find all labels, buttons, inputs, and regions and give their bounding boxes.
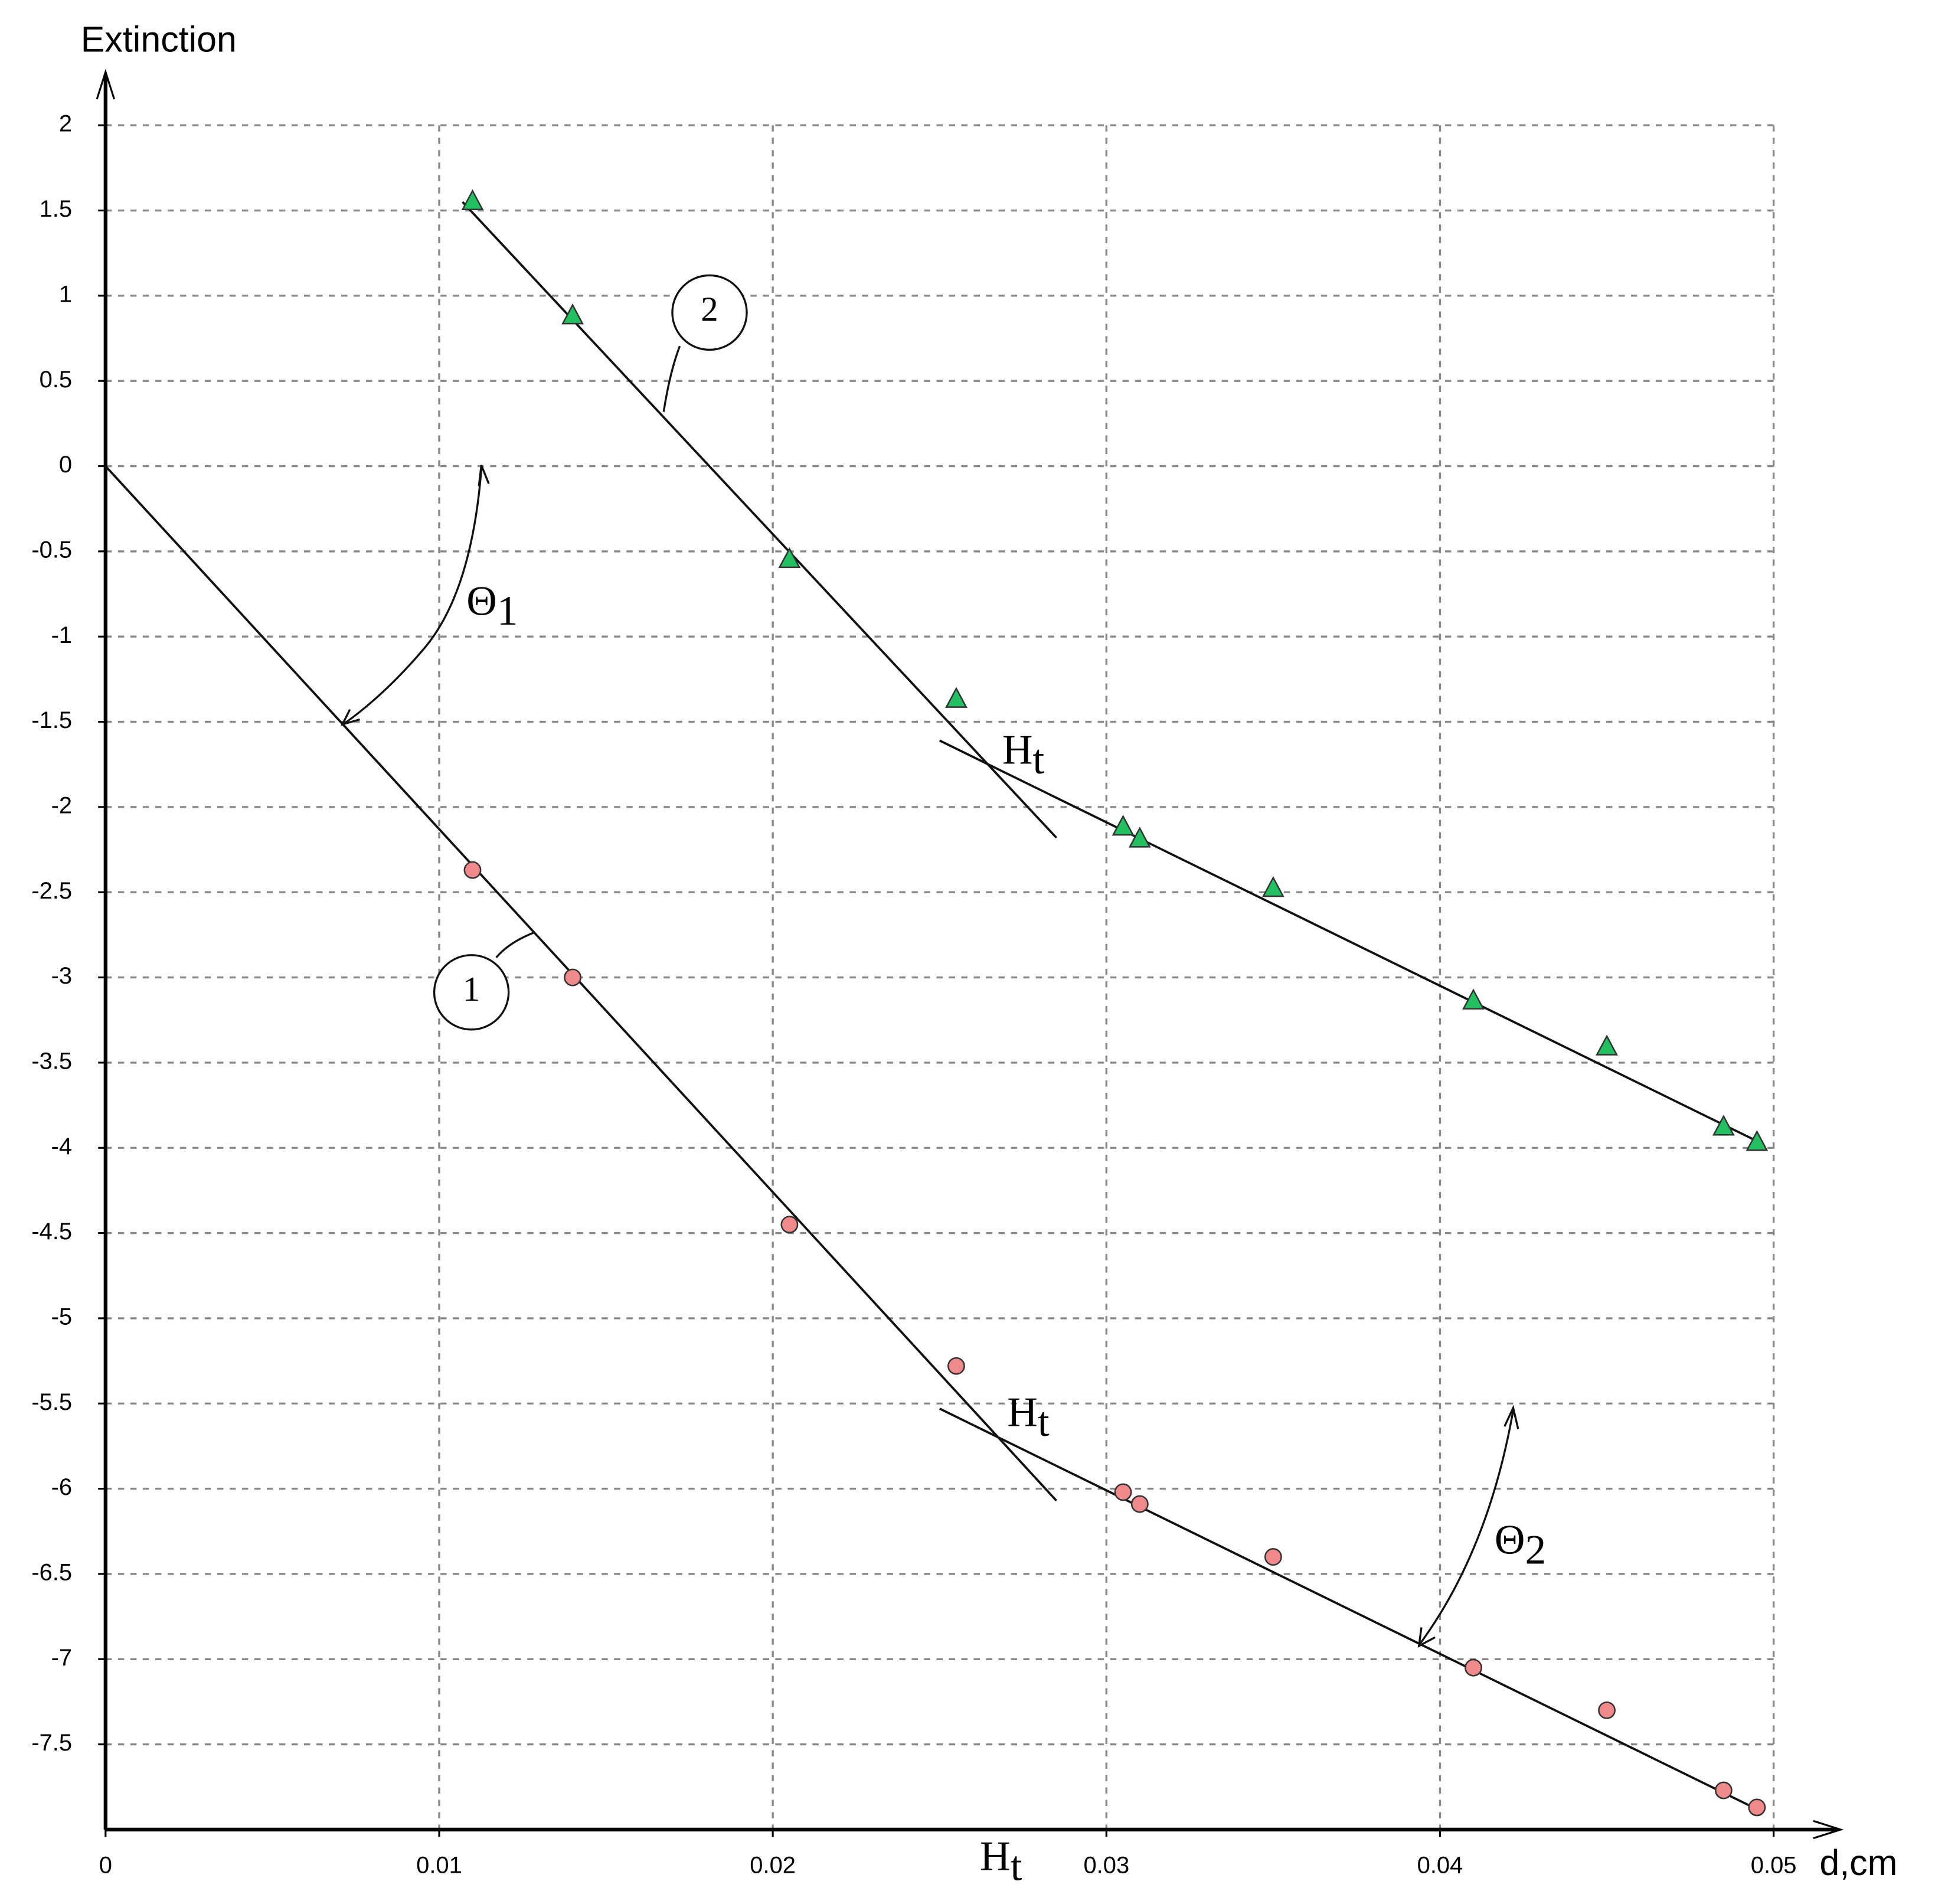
annotation: Ht <box>1007 1389 1050 1446</box>
data-point <box>1598 1701 1616 1719</box>
y-tick-label: 1 <box>59 281 72 307</box>
annotation-subscript: 1 <box>497 587 518 634</box>
leader <box>662 345 681 412</box>
annotation-text: H <box>1002 727 1033 773</box>
data-point <box>1746 1129 1769 1151</box>
x-tick-label: 0.02 <box>750 1853 796 1879</box>
angle-arrow <box>478 465 490 486</box>
y-tick-label: 0 <box>59 452 72 478</box>
y-tick-label: -2.5 <box>31 878 72 904</box>
x-tick-label: 0.04 <box>1417 1853 1463 1879</box>
y-tick-label: -6.5 <box>31 1559 72 1585</box>
annotation-text: Θ <box>1495 1517 1525 1563</box>
angle-arrow <box>1417 1627 1436 1648</box>
annotation: Ht <box>1002 727 1045 783</box>
annotation-text: H <box>980 1833 1011 1880</box>
y-tick-label: 2 <box>59 111 72 137</box>
y-axis-label: Extinction <box>81 19 237 60</box>
fit-line <box>104 465 1057 1502</box>
leader <box>495 932 534 959</box>
x-tick-label: 0.01 <box>416 1853 462 1879</box>
data-point <box>1748 1798 1766 1817</box>
fit-line <box>939 1407 1761 1812</box>
angle-arrow <box>1503 1405 1519 1429</box>
data-point <box>778 547 801 569</box>
y-tick-label: -5.5 <box>31 1389 72 1415</box>
data-point <box>1714 1781 1733 1800</box>
x-tick-label: 0.03 <box>1083 1853 1129 1879</box>
y-tick-label: -3.5 <box>31 1048 72 1074</box>
annotation: Θ1 <box>466 578 518 635</box>
x-axis-label: d,cm <box>1819 1843 1897 1883</box>
fit-line <box>939 739 1761 1144</box>
y-tick-label: -7 <box>51 1645 72 1671</box>
data-point <box>945 687 968 708</box>
data-point <box>1596 1034 1618 1056</box>
data-point <box>461 189 484 210</box>
label-circle <box>433 954 510 1031</box>
angle-arrow <box>344 469 483 724</box>
data-point <box>1465 1658 1482 1677</box>
data-point <box>561 303 584 325</box>
annotation: Θ2 <box>1495 1517 1546 1573</box>
y-tick-label: -3 <box>51 963 72 989</box>
data-point <box>947 1357 965 1375</box>
y-tick-label: -2 <box>51 792 72 818</box>
x-tick-label: 0 <box>99 1853 112 1879</box>
data-point <box>1130 1495 1149 1513</box>
y-tick-label: 1.5 <box>40 196 72 222</box>
x-tick-label: 0.05 <box>1751 1853 1797 1879</box>
annotation-text: H <box>1007 1389 1038 1436</box>
y-tick-label: -4 <box>51 1134 72 1160</box>
annotation-subscript: t <box>1032 737 1044 783</box>
annotation-text: 1 <box>463 969 480 1008</box>
annotation-text: 2 <box>701 290 718 328</box>
label-circle <box>671 274 748 351</box>
data-point <box>1712 1115 1735 1136</box>
data-point <box>1128 827 1151 848</box>
y-tick-label: 0.5 <box>40 367 72 393</box>
annotation-subscript: t <box>1011 1843 1022 1890</box>
annotation: 1 <box>463 969 480 1008</box>
y-tick-label: -7.5 <box>31 1730 72 1756</box>
data-point <box>1112 814 1135 836</box>
y-tick-label: -4.5 <box>31 1219 72 1245</box>
annotation-text: Θ <box>466 578 497 625</box>
data-point <box>780 1216 799 1234</box>
data-point <box>1264 1548 1282 1566</box>
angle-arrow <box>1419 1410 1515 1644</box>
angle-arrow <box>340 709 360 726</box>
y-tick-label: -5 <box>51 1304 72 1330</box>
y-tick-label: -0.5 <box>31 537 72 563</box>
fit-line <box>462 201 1057 839</box>
data-point <box>463 861 482 879</box>
annotation-subscript: t <box>1038 1399 1050 1446</box>
data-point <box>1114 1483 1132 1501</box>
y-tick-label: -1.5 <box>31 707 72 733</box>
annotation-subscript: 2 <box>1525 1527 1547 1573</box>
y-axis-arrow <box>96 68 116 100</box>
x-axis-arrow <box>1813 1820 1844 1840</box>
y-tick-label: -6 <box>51 1474 72 1500</box>
y-tick-label: -1 <box>51 622 72 648</box>
data-point <box>1462 988 1485 1010</box>
data-point <box>1261 876 1284 897</box>
data-point <box>564 968 581 987</box>
annotation: 2 <box>701 290 718 328</box>
annotation: Ht <box>980 1833 1022 1890</box>
